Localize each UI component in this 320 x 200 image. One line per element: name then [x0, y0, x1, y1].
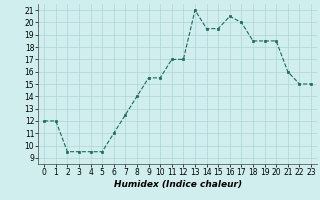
X-axis label: Humidex (Indice chaleur): Humidex (Indice chaleur) — [114, 180, 242, 189]
